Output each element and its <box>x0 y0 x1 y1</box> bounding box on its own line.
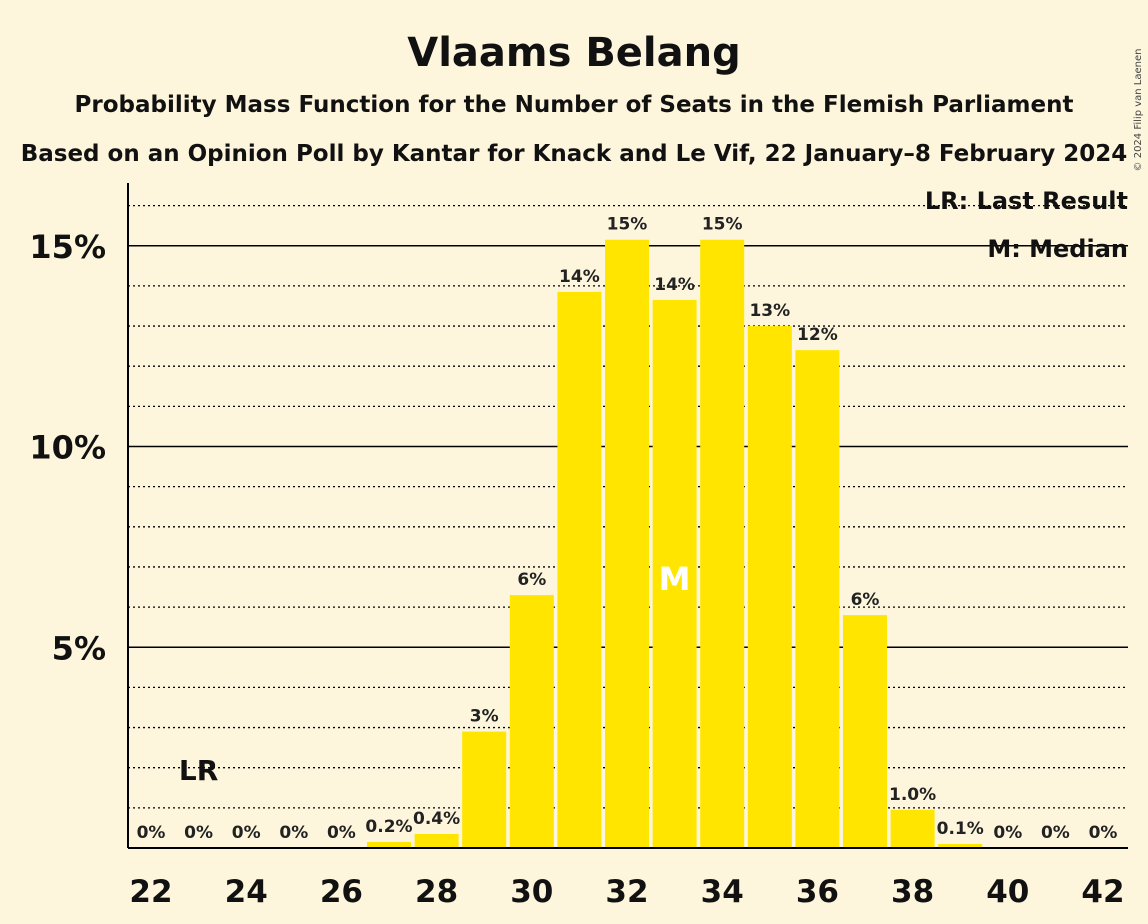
bar-value-label: 15% <box>702 215 743 235</box>
legend-median: M: Median <box>987 235 1128 263</box>
bar-seat-32 <box>605 239 649 849</box>
chart-title: Vlaams Belang <box>407 30 741 76</box>
x-tick-label: 36 <box>796 874 839 910</box>
bar-seat-31 <box>557 291 602 848</box>
x-tick-label: 22 <box>129 874 172 910</box>
bar-value-label: 14% <box>654 275 695 295</box>
bar-value-label: 0.4% <box>413 809 460 829</box>
bar-seat-34 <box>700 239 745 849</box>
y-tick-label: 10% <box>29 429 106 467</box>
bar-seat-35 <box>747 326 792 848</box>
x-tick-label: 34 <box>701 874 744 910</box>
bar-value-label: 0.2% <box>365 817 412 837</box>
axes: 5% 10% 15% 22 24 26 28 30 32 34 36 38 40 42 <box>29 183 1128 910</box>
x-tick-label: 28 <box>415 874 458 910</box>
x-tick-label: 30 <box>510 874 553 910</box>
bar-seat-36 <box>795 350 840 848</box>
bar-value-label: 6% <box>851 590 880 610</box>
copyright-notice: © 2024 Filip van Laenen <box>1133 49 1144 172</box>
bar-value-label: 0% <box>279 823 308 843</box>
bar-value-label: 0% <box>137 823 166 843</box>
chart-subtitle: Probability Mass Function for the Number… <box>75 92 1074 118</box>
bar-seat-29 <box>462 731 507 848</box>
bar-value-label: 3% <box>470 707 499 727</box>
bar-value-label: 0% <box>327 823 356 843</box>
bars <box>367 239 983 849</box>
bar-value-label: 0% <box>232 823 261 843</box>
legend-last-result: LR: Last Result <box>925 187 1128 215</box>
bar-value-label: 0.1% <box>937 819 984 839</box>
x-tick-label: 26 <box>320 874 363 910</box>
bar-value-label: 1.0% <box>889 785 936 805</box>
bar-seat-30 <box>509 595 554 848</box>
bar-value-label: 0% <box>184 823 213 843</box>
y-tick-label: 5% <box>52 629 106 667</box>
y-tick-label: 15% <box>29 228 106 266</box>
last-result-marker: LR <box>179 754 218 787</box>
bar-labels: 0% 0% 0% 0% 0% 0.2% 0.4% 3% 6% 14% 15% 14% 15% 13% 12%… <box>137 215 1118 843</box>
bar-value-label: 0% <box>1089 823 1118 843</box>
bar-seat-37 <box>843 615 887 848</box>
chart-subtitle-source: Based on an Opinion Poll by Kantar for K… <box>21 141 1128 167</box>
x-tick-label: 42 <box>1081 874 1124 910</box>
bar-seat-27 <box>367 841 411 848</box>
x-tick-label: 38 <box>891 874 934 910</box>
bar-value-label: 13% <box>749 301 790 321</box>
bar-seat-28 <box>414 833 459 848</box>
x-tick-label: 24 <box>225 874 268 910</box>
bar-value-label: 0% <box>993 823 1022 843</box>
x-tick-label: 40 <box>986 874 1029 910</box>
bar-value-label: 14% <box>559 267 600 287</box>
bar-seat-33 <box>652 299 697 848</box>
bar-value-label: 6% <box>517 570 546 590</box>
bar-seat-39 <box>938 843 983 848</box>
bar-value-label: 0% <box>1041 823 1070 843</box>
bar-value-label: 15% <box>607 215 648 235</box>
bar-seat-38 <box>890 809 935 848</box>
median-marker: M <box>659 560 691 598</box>
x-tick-label: 32 <box>605 874 648 910</box>
bar-value-label: 12% <box>797 325 838 345</box>
